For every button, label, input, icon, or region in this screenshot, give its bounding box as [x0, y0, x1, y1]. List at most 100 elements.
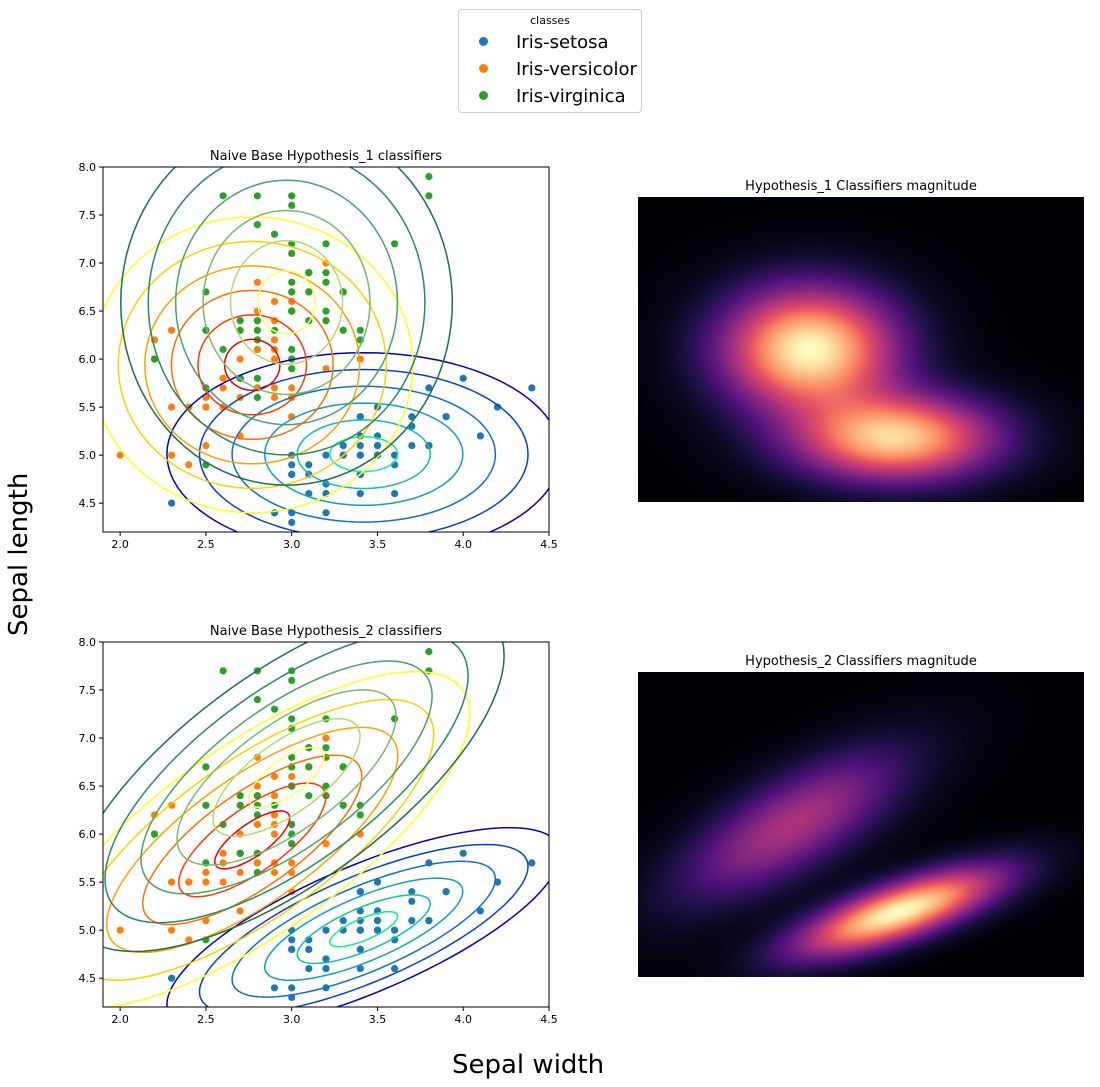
data-point-iris-virginica: [305, 269, 313, 277]
data-point-iris-virginica: [253, 696, 261, 704]
data-point-iris-versicolor: [116, 451, 124, 459]
data-point-iris-virginica: [322, 317, 330, 325]
contour-line-iris-virginica: [202, 209, 371, 396]
data-point-iris-setosa: [168, 499, 176, 507]
data-point-iris-setosa: [391, 490, 399, 498]
data-point-iris-virginica: [253, 374, 261, 382]
contour-line-iris-versicolor: [197, 314, 308, 416]
y-tick-label: 6.0: [79, 353, 97, 366]
y-tick-label: 7.0: [79, 257, 97, 270]
data-point-iris-virginica: [305, 792, 313, 800]
data-point-iris-setosa: [288, 984, 296, 992]
data-point-iris-versicolor: [219, 384, 227, 392]
legend-item-setosa: Iris-setosa: [479, 32, 609, 54]
data-point-iris-versicolor: [270, 355, 279, 363]
data-point-iris-virginica: [288, 753, 296, 761]
data-point-iris-virginica: [202, 384, 210, 392]
contour-line-iris-setosa: [329, 435, 399, 473]
data-point-iris-virginica: [236, 326, 244, 334]
data-point-iris-versicolor: [270, 393, 279, 402]
contour-line-iris-setosa: [166, 351, 549, 532]
contour-line-iris-versicolor: [214, 810, 291, 870]
data-point-iris-versicolor: [219, 849, 227, 857]
data-point-iris-setosa: [442, 888, 450, 896]
data-point-iris-versicolor: [270, 830, 279, 838]
y-tick-label: 4.5: [79, 972, 97, 985]
data-point-iris-setosa: [476, 432, 484, 440]
data-point-iris-setosa: [305, 461, 313, 469]
data-point-iris-versicolor: [202, 403, 210, 411]
contour-line-iris-virginica: [147, 167, 426, 456]
data-point-iris-setosa: [356, 888, 364, 896]
contour-line-iris-versicolor: [141, 754, 363, 926]
legend-marker-icon: [479, 63, 488, 73]
legend: classes Iris-setosa Iris-versicolor Iris…: [458, 9, 642, 113]
data-point-iris-setosa: [442, 413, 450, 421]
data-point-iris-versicolor: [270, 297, 279, 306]
contour-line-iris-virginica: [103, 642, 505, 953]
data-point-iris-virginica: [305, 763, 313, 771]
data-point-iris-versicolor: [168, 801, 176, 809]
data-point-iris-virginica: [270, 230, 279, 238]
data-point-iris-versicolor: [288, 772, 296, 781]
data-point-iris-virginica: [236, 317, 244, 325]
data-point-iris-versicolor: [236, 355, 244, 363]
data-point-iris-virginica: [236, 849, 244, 857]
x-tick-label: 2.0: [111, 538, 129, 551]
y-tick-label: 5.0: [79, 449, 97, 462]
contour-line-iris-versicolor: [170, 289, 334, 441]
plot-title: Naive Base Hypothesis_2 classifiers: [210, 624, 442, 639]
y-tick-label: 8.0: [79, 161, 97, 174]
heatmap-image: [638, 197, 1084, 502]
data-point-iris-setosa: [288, 936, 296, 944]
data-point-iris-versicolor: [116, 926, 124, 934]
contour-line-iris-versicolor: [144, 265, 361, 465]
data-point-iris-virginica: [288, 249, 296, 257]
data-point-iris-virginica: [425, 648, 433, 656]
data-point-iris-setosa: [339, 917, 347, 925]
x-tick-label: 4.5: [540, 538, 558, 551]
y-tick-label: 5.0: [79, 924, 97, 937]
data-point-iris-setosa: [391, 926, 399, 934]
data-point-iris-virginica: [356, 811, 364, 819]
data-point-iris-versicolor: [270, 868, 279, 877]
y-tick-label: 6.0: [79, 828, 97, 841]
data-point-iris-virginica: [305, 288, 313, 296]
data-point-iris-setosa: [356, 451, 364, 459]
data-point-iris-versicolor: [219, 374, 227, 382]
y-tick-label: 5.5: [79, 876, 97, 889]
data-point-iris-virginica: [288, 240, 296, 248]
data-point-iris-virginica: [339, 763, 347, 771]
figure-y-label: Sepal length: [4, 472, 34, 636]
contour-line-iris-virginica: [212, 717, 361, 837]
contour-line-iris-setosa: [329, 910, 399, 948]
contour-line-iris-setosa: [198, 843, 529, 1007]
contour-line-iris-virginica: [104, 642, 469, 924]
data-point-iris-virginica: [150, 355, 159, 363]
data-point-iris-virginica: [236, 801, 244, 809]
contour-line-iris-setosa: [166, 826, 549, 1007]
data-point-iris-versicolor: [236, 868, 244, 877]
data-point-iris-setosa: [373, 878, 382, 886]
data-point-iris-versicolor: [253, 278, 261, 286]
data-point-iris-setosa: [322, 926, 330, 934]
legend-item-versicolor: Iris-versicolor: [479, 59, 637, 81]
x-tick-label: 3.0: [283, 538, 301, 551]
contour-line-iris-virginica: [248, 746, 325, 809]
data-point-iris-virginica: [322, 307, 330, 315]
data-point-iris-virginica: [288, 345, 296, 354]
heatmap-image: [638, 672, 1084, 977]
data-point-iris-setosa: [408, 888, 416, 896]
data-point-iris-virginica: [219, 192, 227, 200]
legend-marker-icon: [479, 36, 488, 46]
contour-line-iris-setosa: [198, 368, 529, 532]
data-point-iris-virginica: [322, 744, 330, 752]
data-point-iris-virginica: [322, 782, 330, 790]
x-tick-label: 2.5: [197, 538, 215, 551]
data-point-iris-versicolor: [253, 753, 261, 761]
data-point-iris-setosa: [373, 442, 382, 450]
data-point-iris-virginica: [322, 269, 330, 277]
data-point-iris-setosa: [288, 470, 296, 478]
data-point-iris-versicolor: [185, 936, 193, 944]
plot-area: [103, 642, 549, 1007]
